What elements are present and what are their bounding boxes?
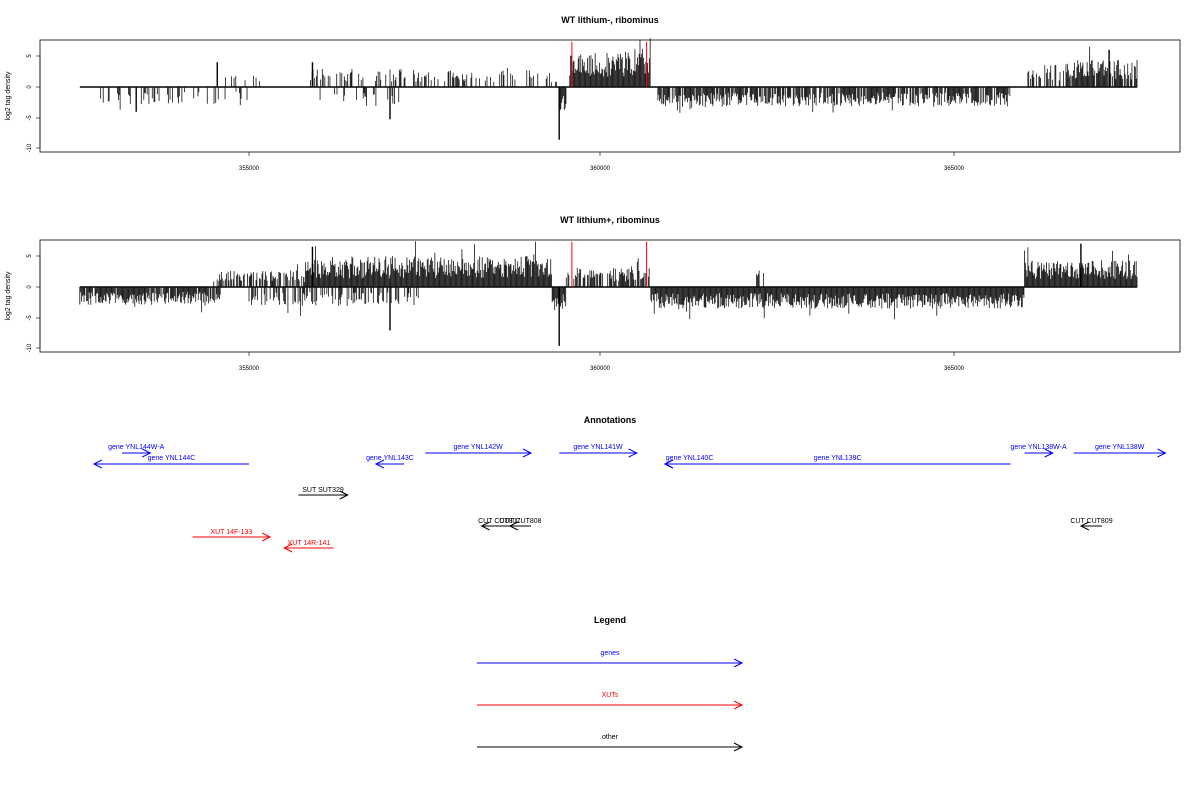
feature-gene-ynl138w-a[interactable]: gene YNL138W-A <box>1011 444 1067 458</box>
legend-title: Legend <box>594 615 626 625</box>
annotation-features: gene YNL144W-A gene YNL144C gene YNL143C ge… <box>92 444 1167 553</box>
legend-item-other: other <box>477 734 744 752</box>
panel-1-x-axis: 355000 360000 365000 <box>239 152 965 172</box>
panel-2-xtick-360000: 360000 <box>590 366 611 372</box>
arrowhead-icon <box>663 459 674 469</box>
arrowhead-icon <box>733 742 744 752</box>
panel-1-plot-box <box>39 39 1181 153</box>
legend-item-xut: XUTs <box>477 692 744 710</box>
legend-item-gene: genes <box>477 650 744 668</box>
feature-label: SUT SUT329 <box>302 487 344 494</box>
annotations-title: Annotations <box>584 415 637 425</box>
arrowhead-icon <box>142 448 152 458</box>
panel-2-x-axis: 355000 360000 365000 <box>239 352 965 372</box>
arrowhead-icon <box>1044 448 1054 458</box>
feature-gene-ynl138w[interactable]: gene YNL138W <box>1073 444 1167 458</box>
arrowhead-icon <box>92 459 103 469</box>
feature-cut-cut808[interactable]: CUT CUT808 <box>499 518 542 531</box>
arrowhead-icon <box>283 543 293 553</box>
arrowhead-icon <box>1079 521 1090 531</box>
arrowhead-icon <box>261 532 272 542</box>
panel-2-ylabel: log2 tag density <box>5 271 12 321</box>
panel-1-ylabel: log2 tag density <box>5 71 12 121</box>
feature-gene-ynl141w[interactable]: gene YNL141W <box>559 444 638 458</box>
panel-2-xtick-365000: 365000 <box>944 366 965 372</box>
legend-label: other <box>602 734 619 741</box>
panel-2-ytick-5: 5 <box>27 254 33 258</box>
arrowhead-icon <box>628 448 638 458</box>
arrowhead-icon <box>1157 448 1167 458</box>
arrowhead-icon <box>522 448 533 458</box>
feature-label: gene YNL144C <box>148 455 196 462</box>
feature-label: gene YNL142W <box>453 444 503 451</box>
legend-label: XUTs <box>602 692 619 699</box>
feature-label: gene YNL140C <box>666 455 714 462</box>
feature-label: gene YNL138W-A <box>1011 444 1067 451</box>
feature-gene-ynl140c[interactable]: gene YNL140C <box>663 455 715 469</box>
legend: Legend genes XUTs other <box>477 615 744 752</box>
panel-2-title: WT lithium+, ribominus <box>560 215 660 225</box>
panel-1-y-axis: 5 0 -5 -10 <box>27 54 41 152</box>
arrowhead-icon <box>733 700 744 710</box>
panel-1-bars <box>79 38 1138 140</box>
panel-1-ytick-0: 0 <box>27 85 33 89</box>
legend-items: genes XUTs other <box>477 650 744 752</box>
feature-gene-ynl142w[interactable]: gene YNL142W <box>425 444 533 458</box>
panel-1-xtick-365000: 365000 <box>944 166 965 172</box>
feature-gene-ynl144c[interactable]: gene YNL144C <box>92 455 249 469</box>
panel-1-title: WT lithium-, ribominus <box>561 15 659 25</box>
arrowhead-icon <box>733 658 744 668</box>
feature-gene-ynl144w-a[interactable]: gene YNL144W-A <box>108 444 165 458</box>
feature-label: gene YNL144W-A <box>108 444 164 451</box>
feature-label: CUT CUT808 <box>499 518 541 525</box>
panel-2-bars <box>79 241 1138 346</box>
feature-gene-ynl139c[interactable]: gene YNL139C <box>663 455 1011 469</box>
feature-label: CUT CUT809 <box>1070 518 1112 525</box>
feature-sut-sut329[interactable]: SUT SUT329 <box>298 487 349 500</box>
feature-cut-cut809[interactable]: CUT CUT809 <box>1070 518 1113 531</box>
arrowhead-icon <box>508 521 519 531</box>
legend-label: genes <box>600 650 620 657</box>
panel-1-xtick-360000: 360000 <box>590 166 611 172</box>
panel-1-ytick-neg5: -5 <box>27 115 33 121</box>
panel-1: WT lithium-, ribominus log2 tag density … <box>5 15 1181 172</box>
panel-2-ytick-neg10: -10 <box>27 343 33 352</box>
feature-label: gene YNL138W <box>1095 444 1145 451</box>
panel-2-ytick-neg5: -5 <box>27 315 33 321</box>
arrowhead-icon <box>374 459 385 469</box>
arrowhead-icon <box>339 490 349 500</box>
feature-label: gene YNL141W <box>573 444 623 451</box>
feature-label: gene YNL143C <box>366 455 414 462</box>
panel-2-ytick-0: 0 <box>27 285 33 289</box>
feature-xut-14f-133[interactable]: XUT 14F-133 <box>192 529 272 542</box>
panel-1-ytick-neg10: -10 <box>27 143 33 152</box>
panel-1-ytick-5: 5 <box>27 54 33 58</box>
panel-2-y-axis: 5 0 -5 -10 <box>27 254 41 352</box>
feature-label: CUT CUT807 <box>478 518 520 525</box>
panel-2-xtick-355000: 355000 <box>239 366 260 372</box>
feature-gene-ynl143c[interactable]: gene YNL143C <box>366 455 414 469</box>
feature-label: XUT 14F-133 <box>210 529 252 536</box>
panel-1-xtick-355000: 355000 <box>239 166 260 172</box>
feature-xut-14r-141[interactable]: XUT 14R-141 <box>283 540 334 553</box>
arrowhead-icon <box>480 521 490 531</box>
panel-2: WT lithium+, ribominus log2 tag density … <box>5 215 1181 372</box>
feature-label: gene YNL139C <box>814 455 862 462</box>
feature-label: XUT 14R-141 <box>288 540 331 547</box>
